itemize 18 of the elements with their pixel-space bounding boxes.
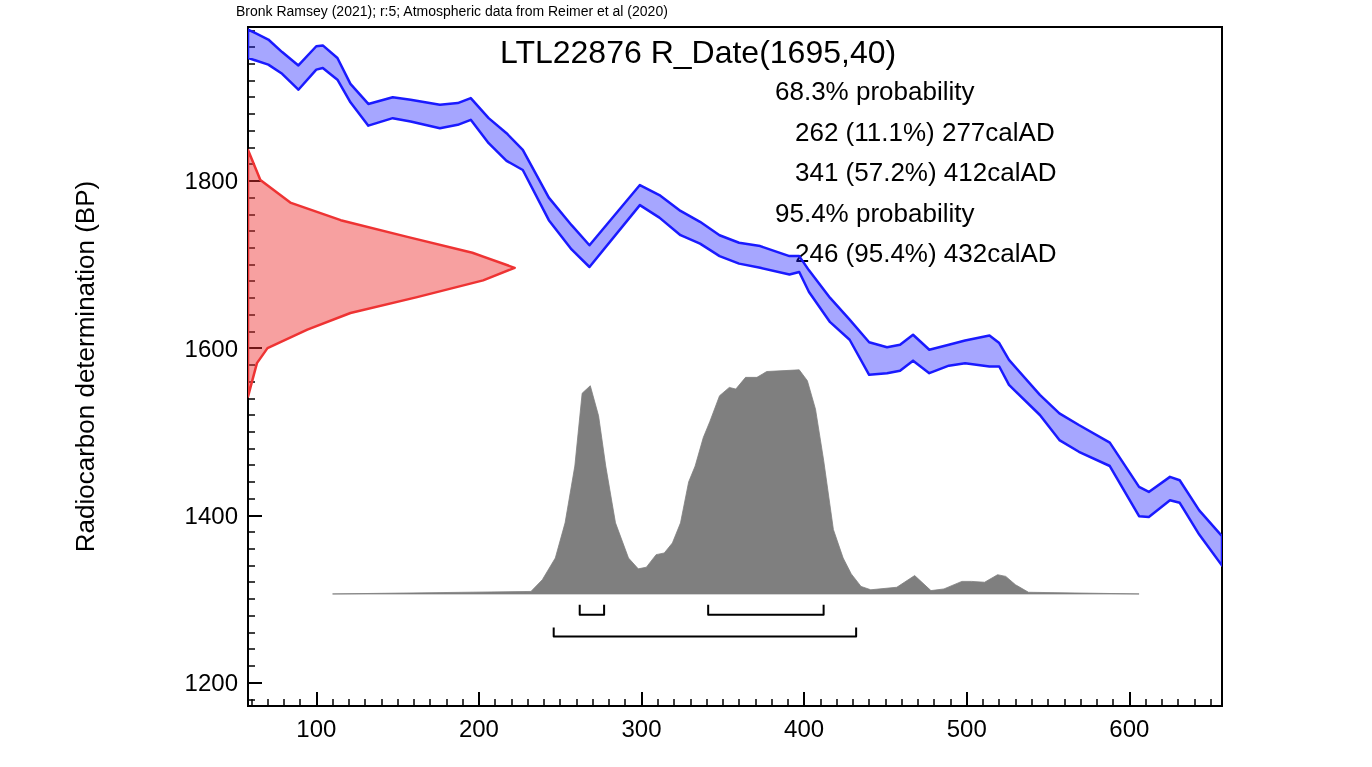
x-tick-label: 300 [621,714,662,742]
annotation: 262 (11.1%) 277calAD [795,116,1055,147]
chart-title: LTL22876 R_Date(1695,40) [500,34,897,70]
y-axis-title: Radiocarbon determination (BP) [70,180,100,553]
x-tick-label: 100 [296,714,337,742]
annotation: 68.3% probability [775,76,975,106]
annotation: 341 (57.2%) 412calAD [795,157,1057,187]
y-tick-label: 1400 [184,501,238,529]
x-tick-label: 200 [458,714,499,742]
annotation: 95.4% probability [775,197,975,228]
y-tick-label: 1800 [184,167,238,195]
x-tick-label: 400 [784,714,825,742]
x-tick-label: 500 [946,714,987,742]
x-tick-label: 600 [1109,714,1150,742]
text: Bronk Ramsey (2021); r:5; Atmospheric data from Reimer et al (2020) [236,3,668,19]
y-tick-label: 1600 [184,334,238,362]
y-tick-label: 1200 [184,669,238,697]
annotation: 246 (95.4%) 432calAD [795,238,1057,268]
